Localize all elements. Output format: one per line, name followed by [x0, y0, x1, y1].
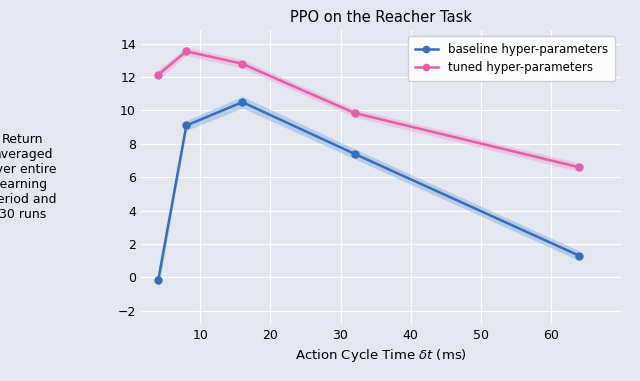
baseline hyper-parameters: [575, 253, 582, 258]
baseline hyper-parameters: [182, 123, 190, 128]
Line: tuned hyper-parameters: tuned hyper-parameters: [155, 48, 582, 171]
baseline hyper-parameters: [239, 100, 246, 104]
Y-axis label: Return
averaged
over entire
learning
period and
30 runs: Return averaged over entire learning per…: [0, 133, 57, 221]
tuned hyper-parameters: [575, 165, 582, 170]
Line: baseline hyper-parameters: baseline hyper-parameters: [155, 99, 582, 283]
Title: PPO on the Reacher Task: PPO on the Reacher Task: [290, 10, 472, 25]
baseline hyper-parameters: [154, 277, 162, 282]
Legend: baseline hyper-parameters, tuned hyper-parameters: baseline hyper-parameters, tuned hyper-p…: [408, 36, 615, 81]
tuned hyper-parameters: [351, 111, 358, 115]
tuned hyper-parameters: [239, 61, 246, 66]
tuned hyper-parameters: [154, 72, 162, 77]
X-axis label: Action Cycle Time $\delta t$ (ms): Action Cycle Time $\delta t$ (ms): [295, 347, 467, 364]
tuned hyper-parameters: [182, 49, 190, 54]
baseline hyper-parameters: [351, 152, 358, 156]
